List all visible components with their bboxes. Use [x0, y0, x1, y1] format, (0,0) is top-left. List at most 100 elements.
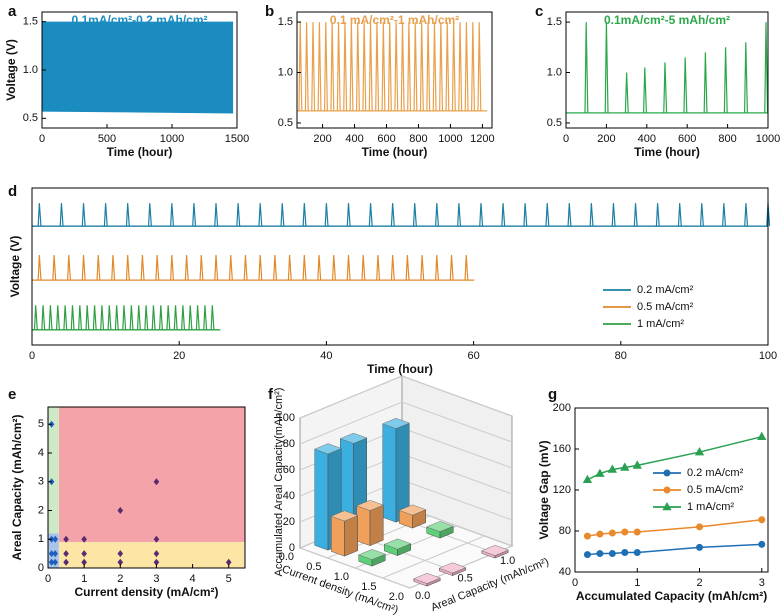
y-tick-label: 40 — [559, 566, 571, 578]
bar-shade — [399, 504, 426, 516]
spike — [258, 254, 263, 281]
marker — [582, 474, 593, 484]
y-axis-label: Areal Capacity (mAh/cm²) — [10, 414, 24, 560]
spike — [381, 22, 386, 111]
spike — [324, 203, 329, 227]
spike — [151, 305, 156, 330]
spike — [435, 254, 439, 281]
spike — [323, 22, 328, 111]
spike — [181, 305, 186, 330]
spike — [439, 22, 444, 111]
y-tick-label: 4 — [38, 447, 44, 459]
panel-letter: f — [268, 386, 274, 403]
x-tick-label: 1.5 — [361, 581, 376, 593]
bar-shade — [412, 509, 426, 529]
region — [58, 407, 245, 543]
y-tick-label: 0.5 — [458, 572, 473, 584]
bar-shade — [481, 545, 509, 556]
spike — [449, 254, 454, 281]
marker — [694, 447, 705, 456]
bar-face — [331, 515, 345, 557]
spike — [400, 22, 405, 111]
spike — [471, 22, 476, 111]
spike — [420, 254, 425, 281]
voltage-band — [42, 21, 234, 114]
marker — [663, 469, 671, 477]
bar — [426, 521, 454, 539]
bar-face — [339, 432, 368, 444]
x-tick-label: 2 — [696, 577, 702, 589]
z-tick-label: 100 — [277, 412, 295, 424]
legend-label: 0.2 mA/cm² — [637, 284, 694, 296]
y-tick-label: 2 — [38, 504, 44, 516]
spike — [722, 203, 727, 227]
spike — [419, 22, 424, 111]
point — [117, 550, 124, 558]
x-tick-label: 500 — [98, 133, 116, 145]
spike — [78, 305, 83, 330]
y-tick-label: 1 — [38, 533, 44, 545]
spike — [114, 305, 119, 330]
x-tick-label: 1000 — [438, 133, 462, 145]
y-tick-label: 1.0 — [500, 555, 515, 567]
x-tick-label: 1 — [634, 577, 640, 589]
x-tick-label: 1 — [81, 573, 87, 585]
x-axis-label: Current density (mA/cm²) — [74, 585, 218, 599]
spike — [67, 254, 71, 281]
bar-shade — [397, 543, 411, 556]
x-tick-label: 0 — [45, 573, 51, 585]
grid-line — [299, 401, 513, 445]
spike — [624, 72, 629, 113]
spike — [458, 22, 463, 111]
spike — [159, 305, 163, 330]
bar-shade — [340, 433, 367, 444]
spike — [426, 22, 431, 111]
spike — [362, 22, 367, 111]
bar — [356, 500, 384, 547]
marker — [632, 460, 642, 469]
spike — [302, 254, 307, 281]
spike — [173, 305, 178, 330]
bar-face — [383, 538, 412, 550]
x-axis-label: Time (hour) — [362, 145, 428, 159]
point — [63, 558, 69, 566]
region — [58, 542, 245, 568]
bar-face — [314, 443, 342, 455]
spike — [699, 203, 704, 227]
legend-label: 0.5 mA/cm² — [687, 484, 744, 496]
spike — [368, 203, 373, 227]
marker — [595, 468, 605, 477]
bar-shade — [356, 500, 384, 511]
annotation: 0.1 mA/cm²-1 mAh/cm² — [330, 13, 459, 27]
marker — [596, 550, 604, 558]
x-tick-label: 80 — [615, 350, 627, 362]
spike — [479, 203, 484, 227]
spike — [214, 203, 219, 227]
spike — [170, 203, 175, 227]
bar-shade — [439, 562, 466, 574]
spike — [744, 203, 749, 227]
spike — [457, 203, 462, 227]
bar-face — [356, 505, 371, 546]
x-tick-label: 5 — [226, 573, 232, 585]
spike — [390, 254, 395, 281]
spike — [107, 305, 112, 330]
x-tick-label: 1000 — [756, 133, 780, 145]
bar-shade — [494, 550, 509, 559]
y-tick-label: 1.5 — [278, 16, 293, 28]
marker — [633, 549, 641, 557]
spike — [331, 254, 336, 281]
y-axis-label: Voltage Gap (mV) — [537, 440, 551, 539]
spike — [37, 254, 42, 281]
spike — [413, 22, 418, 111]
x-tick-label: 3 — [153, 573, 159, 585]
bar-shade — [344, 515, 358, 557]
x-tick-label: 0 — [39, 133, 45, 145]
bar-face — [413, 573, 441, 584]
marker — [621, 549, 629, 557]
y-tick-label: 5 — [38, 418, 44, 430]
point — [117, 507, 124, 514]
spike — [100, 305, 105, 330]
spike — [407, 22, 412, 111]
bar — [358, 549, 386, 567]
